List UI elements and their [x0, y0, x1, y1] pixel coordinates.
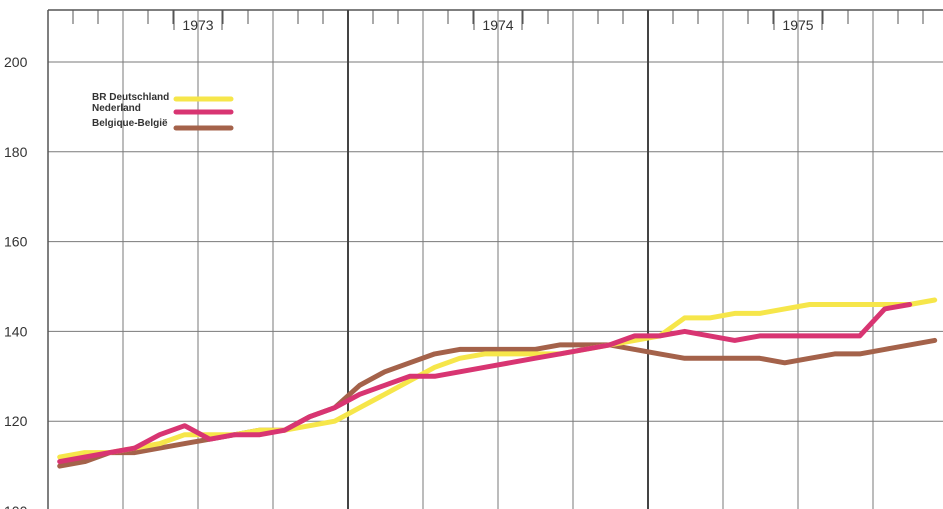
- year-dividers: [347, 10, 649, 509]
- year-labels: 1973 1974 1975: [173, 10, 823, 33]
- grid: [47, 9, 943, 509]
- y-tick-label: 160: [4, 234, 28, 250]
- legend-label-nederland: Nederland: [92, 103, 141, 114]
- legend-label-belgique-belgie: Belgique-België: [92, 118, 168, 129]
- y-tick-label: 140: [4, 323, 28, 339]
- y-axis-tick-labels: 100 120 140 160 180 200: [4, 54, 28, 509]
- series-line-belgique-belgi-: [57, 337, 938, 469]
- legend-label-br-deutschland: BR Deutschland: [92, 92, 169, 103]
- year-label: 1974: [482, 17, 513, 33]
- month-ticks: [72, 10, 924, 24]
- legend: BR Deutschland Nederland Belgique-België: [92, 92, 234, 131]
- year-label: 1975: [782, 17, 813, 33]
- year-label: 1973: [182, 17, 213, 33]
- y-tick-label: 100: [4, 503, 28, 509]
- y-tick-label: 200: [4, 54, 28, 70]
- y-tick-label: 180: [4, 144, 28, 160]
- series-lines: [57, 297, 938, 469]
- y-tick-label: 120: [4, 413, 28, 429]
- series-line-nederland: [57, 302, 913, 465]
